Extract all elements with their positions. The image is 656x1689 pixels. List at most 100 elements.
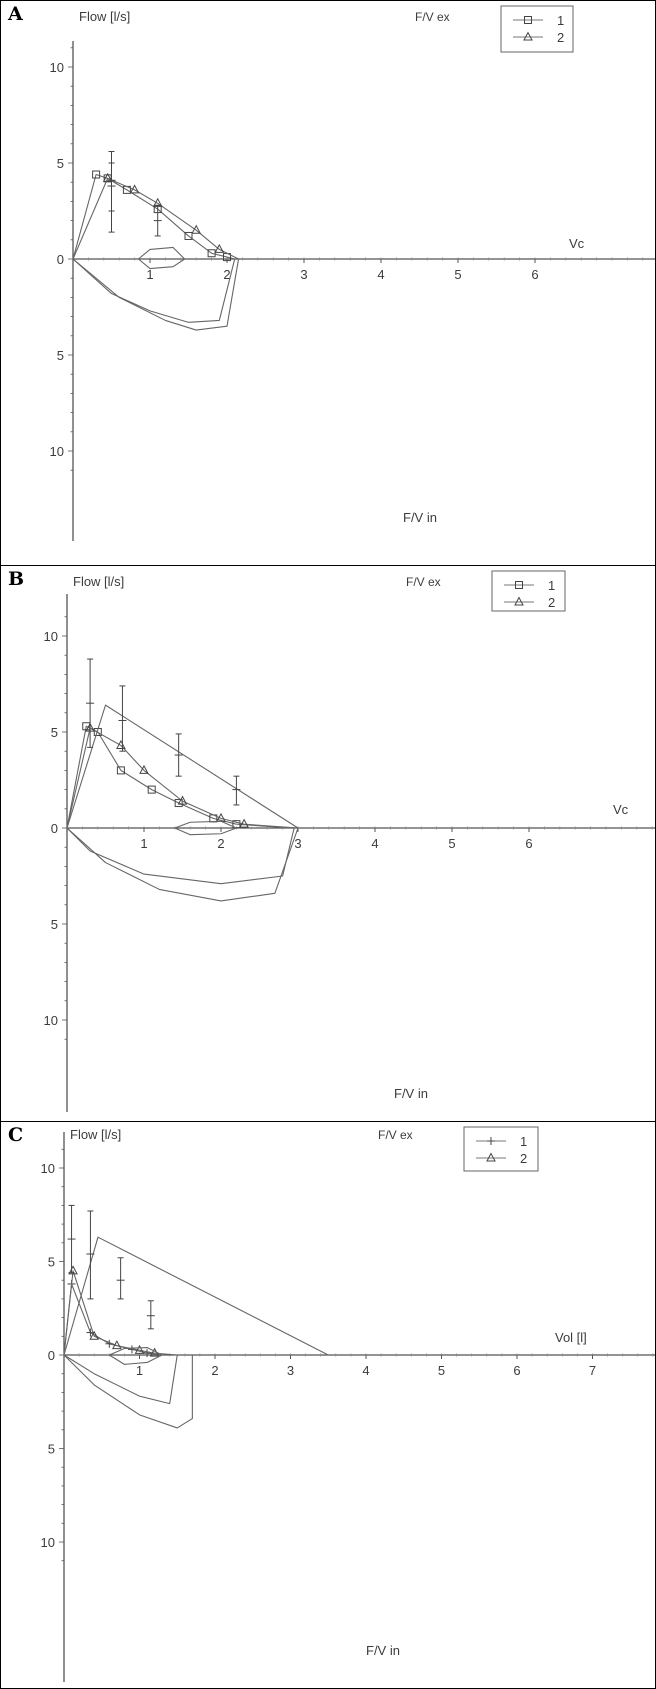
legend: 12 (491, 570, 566, 612)
panel-a: A 1 2 3 4 5 6 0 5 10 5 10 Flow [l/s] Vc F/V ex F/V in 1… (1, 1, 655, 565)
expiration-label: F/V ex (378, 1128, 413, 1142)
y-tick-label: 5 (48, 1442, 55, 1457)
series-line-insp-2 (63, 1354, 193, 1429)
data-point-2 (129, 184, 140, 194)
data-point-1 (184, 231, 193, 240)
data-point-2 (89, 1330, 100, 1340)
series-line-2 (72, 177, 239, 260)
legend-label: 1 (520, 1134, 527, 1149)
inspiration-label: F/V in (366, 1643, 400, 1658)
y-axis-label: Flow [l/s] (79, 9, 130, 24)
series-line-insp-2 (72, 258, 240, 331)
data-point-2 (239, 818, 249, 828)
panel-c: C 1 2 3 4 5 6 7 0 5 10 5 10 Flow [l/s] Vol [l] F/V ex F… (1, 1122, 655, 1688)
x-tick-label: 5 (438, 1363, 445, 1378)
x-axis-label: Vc (569, 236, 585, 251)
data-point-2 (102, 172, 113, 182)
inspiration-label: F/V in (394, 1086, 428, 1101)
x-tick-label: 2 (217, 836, 224, 851)
y-axis-label: Flow [l/s] (70, 1127, 121, 1142)
panel-letter: B (8, 568, 25, 590)
legend-label: 2 (557, 30, 564, 45)
data-point-2 (177, 795, 188, 805)
data-point-2 (116, 739, 126, 749)
x-tick-label: 4 (371, 836, 378, 851)
legend: 12 (500, 5, 574, 53)
series-line-insp-2 (66, 827, 299, 902)
panel-letter: C (8, 1124, 24, 1146)
legend-label: 1 (557, 13, 564, 28)
data-point-2 (191, 224, 202, 234)
data-point-2 (134, 1344, 145, 1354)
legend-label: 1 (548, 578, 555, 593)
x-tick-label: 6 (531, 267, 538, 282)
x-tick-label: 1 (146, 267, 153, 282)
data-point-1 (174, 799, 183, 808)
x-tick-label: 1 (136, 1363, 143, 1378)
expiration-label: F/V ex (415, 10, 450, 24)
data-point-2 (214, 243, 225, 253)
y-tick-label: 5 (51, 917, 58, 932)
x-tick-label: 6 (525, 836, 532, 851)
data-point-1 (92, 170, 101, 179)
series-line-tidal-loop (138, 246, 186, 270)
x-axis-label: Vc (613, 802, 629, 817)
y-tick-label: 10 (50, 60, 64, 75)
x-tick-label: 7 (589, 1363, 596, 1378)
y-tick-label: 0 (51, 821, 58, 836)
legend-marker (486, 1152, 496, 1162)
y-tick-label: 0 (57, 252, 64, 267)
data-point-1 (147, 785, 156, 794)
y-tick-label: 10 (41, 1161, 55, 1176)
series-line-mean-boundary (66, 704, 299, 829)
legend-marker (514, 596, 524, 606)
y-tick-label: 5 (57, 348, 64, 363)
y-axis-label: Flow [l/s] (73, 574, 124, 589)
y-tick-label: 10 (44, 629, 58, 644)
data-point-1 (207, 249, 216, 258)
x-tick-label: 3 (287, 1363, 294, 1378)
data-point-2 (112, 1340, 122, 1350)
legend-label: 2 (548, 595, 555, 610)
expiration-label: F/V ex (406, 575, 441, 589)
legend-marker (523, 31, 533, 41)
y-tick-label: 5 (57, 156, 64, 171)
series-line-tidal-loop (109, 1346, 163, 1365)
legend-box (500, 5, 574, 53)
series-line-1 (72, 173, 235, 260)
series-line-insp-1 (66, 827, 295, 885)
x-axis-label: Vol [l] (555, 1330, 587, 1345)
legend: 12 (463, 1126, 539, 1172)
panel-divider (1, 1121, 655, 1122)
y-tick-label: 10 (44, 1013, 58, 1028)
x-tick-label: 2 (211, 1363, 218, 1378)
y-tick-label: 5 (51, 725, 58, 740)
series-line-tidal-loop (174, 820, 237, 836)
legend-box (491, 570, 566, 612)
legend-box (463, 1126, 539, 1172)
y-tick-label: 5 (48, 1255, 55, 1270)
series-line-2 (66, 727, 299, 829)
x-tick-label: 6 (513, 1363, 520, 1378)
legend-label: 2 (520, 1151, 527, 1166)
x-tick-label: 3 (300, 267, 307, 282)
panel-divider (1, 565, 655, 566)
series-line-insp-1 (63, 1354, 178, 1405)
y-tick-label: 0 (48, 1348, 55, 1363)
data-point-2 (139, 764, 149, 774)
series-line-mean-boundary (63, 1236, 329, 1356)
y-tick-label: 10 (50, 444, 64, 459)
series-line-insp-1 (72, 258, 236, 323)
data-point-1 (116, 766, 125, 775)
x-tick-label: 5 (448, 836, 455, 851)
legend-marker (524, 16, 532, 24)
panel-b: B 1 2 3 4 5 6 0 5 10 5 10 Flow [l/s] Vc F/V ex F/V in 1… (1, 566, 655, 1121)
inspiration-label: F/V in (403, 510, 437, 525)
legend-marker (515, 581, 523, 589)
panel-letter: A (8, 3, 23, 25)
x-tick-label: 1 (140, 836, 147, 851)
